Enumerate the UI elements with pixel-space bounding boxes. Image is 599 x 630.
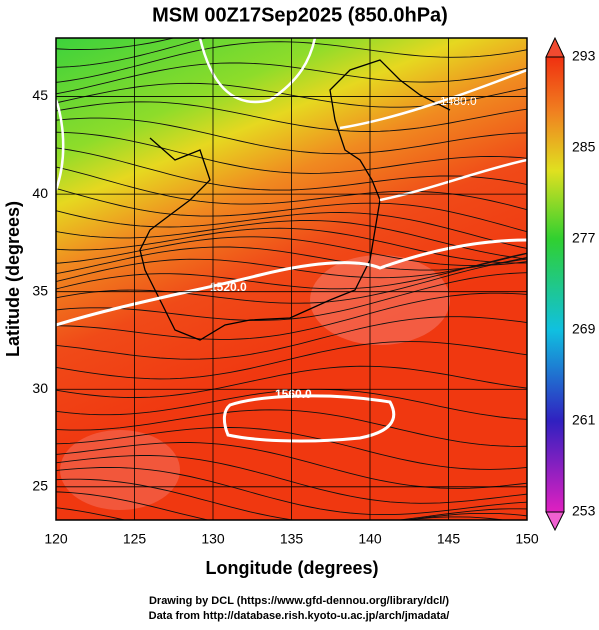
contour — [56, 238, 527, 327]
y-tick-label: 25 — [32, 478, 48, 494]
y-axis-label: Latitude (degrees) — [3, 201, 23, 357]
streamline — [56, 41, 527, 83]
axes: 120 125 130 135 140 145 150 25 30 35 40 45 253 261 269… — [32, 38, 596, 547]
streamline — [56, 131, 527, 174]
colorbar-extend-top — [545, 36, 565, 58]
y-tick-label: 40 — [32, 185, 48, 201]
warm-patch — [310, 255, 450, 345]
x-tick-label: 135 — [280, 531, 304, 547]
streamline — [56, 272, 527, 321]
streamline — [56, 188, 527, 233]
warm-patch — [60, 430, 180, 510]
map-area: 1480.0 1520.0 1560.0 — [56, 38, 527, 520]
x-tick-label: 145 — [437, 531, 461, 547]
colorbar-tick-label: 285 — [572, 139, 596, 155]
y-tick-label: 30 — [32, 380, 48, 396]
contour — [56, 38, 317, 191]
title: MSM 00Z17Sep2025 (850.0hPa) — [152, 4, 448, 26]
streamline — [56, 117, 527, 155]
streamline — [56, 38, 208, 68]
contour-label: 1520.0 — [210, 280, 247, 294]
coastline — [139, 59, 451, 341]
streamline — [56, 101, 527, 132]
x-tick-label: 140 — [358, 531, 382, 547]
streamline — [56, 292, 527, 340]
colorbar-tick-label: 277 — [572, 230, 596, 246]
streamline — [56, 252, 527, 290]
colorbar-tick-label: 269 — [572, 321, 596, 337]
contour-label: 1560.0 — [275, 387, 312, 401]
streamline — [56, 82, 527, 108]
contour — [339, 68, 527, 202]
x-tick-label: 125 — [123, 531, 147, 547]
streamline — [56, 246, 527, 275]
streamline — [56, 147, 527, 191]
contour — [222, 394, 396, 443]
contour-label: 1480.0 — [440, 94, 477, 108]
streamline — [56, 388, 527, 420]
y-tick-label: 35 — [32, 282, 48, 298]
x-tick-label: 120 — [44, 531, 68, 547]
streamline — [56, 227, 527, 264]
streamline — [56, 455, 527, 504]
streamline — [56, 236, 527, 267]
x-tick-label: 150 — [515, 531, 539, 547]
y-tick-label: 45 — [32, 87, 48, 103]
credit: Drawing by DCL (https://www.gfd-dennou.o… — [149, 595, 449, 607]
streamline — [56, 316, 527, 360]
streamline — [56, 427, 527, 470]
streamlines — [56, 38, 527, 520]
streamline — [56, 62, 527, 95]
streamline — [56, 166, 527, 211]
colorbar-tick-label: 253 — [572, 503, 596, 519]
streamline — [56, 466, 527, 516]
frame — [55, 37, 528, 521]
streamline — [56, 442, 527, 489]
credit: Data from http://database.rish.kyoto-u.a… — [149, 610, 450, 622]
streamline — [56, 365, 527, 399]
x-axis-label: Longitude (degrees) — [205, 558, 378, 578]
streamline — [56, 38, 176, 50]
streamline — [56, 210, 527, 249]
streamline — [56, 258, 527, 304]
streamline — [56, 491, 527, 520]
streamline — [56, 409, 527, 447]
colorbar-tick-label: 261 — [572, 412, 596, 428]
colorbar-tick-label: 293 — [572, 48, 596, 64]
x-tick-label: 130 — [201, 531, 225, 547]
colorbar-extend-bottom — [545, 511, 565, 532]
streamline — [56, 341, 527, 380]
colorbar — [545, 56, 565, 513]
